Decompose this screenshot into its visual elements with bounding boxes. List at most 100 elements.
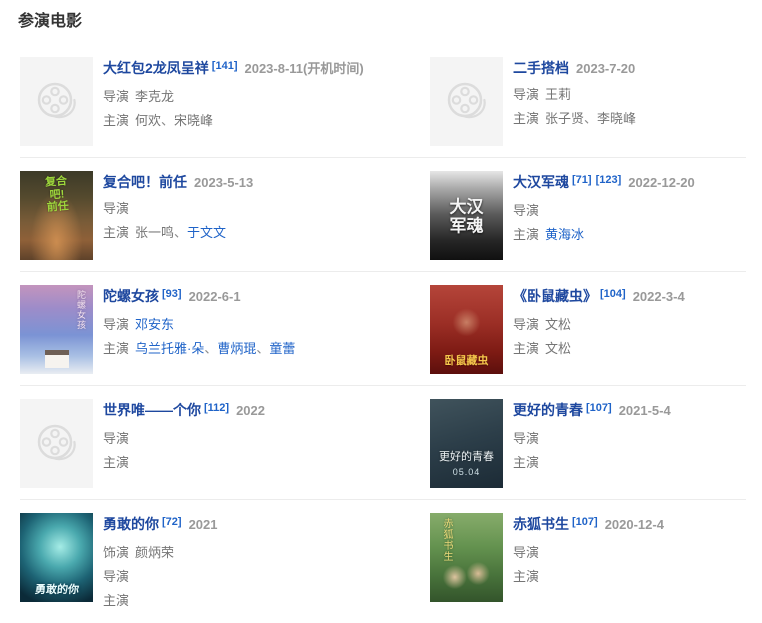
name-separator: 、 (584, 111, 598, 126)
credit-label: 导演 (513, 317, 540, 332)
movie-title-link[interactable]: 赤狐书生 (513, 516, 569, 532)
person-link[interactable]: 童蕾 (269, 341, 296, 356)
citation-ref-link[interactable]: [71] (572, 174, 592, 186)
credit-label: 主演 (103, 593, 130, 608)
movie-title-link[interactable]: 大红包2龙凤呈祥 (103, 60, 209, 76)
movie-row: 大红包2龙凤呈祥 [141] 2023-8-11(开机时间) 导演 李克龙 主演 何欢、宋晓… (20, 44, 746, 157)
release-date: 2023-7-20 (576, 61, 636, 76)
movie-poster[interactable]: 复合吧! 前任 (20, 171, 93, 260)
movie-item: 勇敢的你 勇敢的你 [72] 2021 饰演 颜炳荣 导演 主演 (20, 513, 368, 608)
release-date: 2021-5-4 (618, 403, 671, 418)
credit-label: 导演 (103, 569, 130, 584)
credit-line: 主演 文松 (513, 341, 685, 356)
movie-poster[interactable]: 陀螺女孩 (20, 285, 93, 374)
person-name: 李克龙 (135, 89, 175, 104)
credit-label: 导演 (513, 431, 540, 446)
movie-title-link[interactable]: 陀螺女孩 (103, 288, 159, 304)
poster-title-art: 勇敢的你 (33, 584, 80, 596)
credit-line: 导演 (513, 545, 664, 560)
movie-info: 陀螺女孩 [93] 2022-6-1 导演 邓安东 主演 乌兰托雅·朵、曹炳琨、童蕾 (103, 285, 295, 356)
movie-title-link[interactable]: 复合吧！前任 (103, 174, 187, 190)
credit-line: 主演 (103, 455, 265, 470)
citation-ref-link[interactable]: [107] (572, 516, 598, 528)
person-name: 文松 (545, 317, 572, 332)
release-date: 2022-12-20 (628, 175, 695, 190)
release-date: 2021 (188, 517, 218, 532)
credit-line: 主演 (513, 569, 664, 584)
movie-title-line: 大红包2龙凤呈祥 [141] 2023-8-11(开机时间) (103, 60, 364, 79)
poster-title-art: 陀螺女孩 (76, 290, 86, 330)
movie-info: 更好的青春 [107] 2021-5-4 导演 主演 (513, 399, 671, 470)
citation-ref-link[interactable]: [123] (595, 174, 622, 186)
movie-info: 《卧鼠藏虫》 [104] 2022-3-4 导演 文松 主演 文松 (513, 285, 685, 356)
movie-title-link[interactable]: 更好的青春 (513, 402, 583, 418)
movie-item: 陀螺女孩 陀螺女孩 [93] 2022-6-1 导演 邓安东 主演 乌兰托雅·朵、曹炳琨、童蕾 (20, 285, 368, 374)
release-date: 2022 (236, 403, 265, 418)
name-separator: 、 (256, 341, 270, 356)
movie-title-link[interactable]: 世界唯——个你 (103, 402, 201, 418)
citation-ref-link[interactable]: [104] (600, 288, 626, 300)
movie-title-line: 赤狐书生 [107] 2020-12-4 (513, 516, 664, 535)
credit-line: 主演 何欢、宋晓峰 (103, 113, 364, 128)
credit-label: 导演 (103, 89, 130, 104)
poster-title-art: 赤狐书生 (441, 518, 452, 562)
credit-label: 导演 (513, 545, 540, 560)
person-link[interactable]: 邓安东 (135, 317, 175, 332)
movie-title-line: 大汉军魂 [71] [123] 2022-12-20 (513, 174, 695, 193)
credit-line: 导演 (103, 201, 253, 216)
person-link[interactable]: 乌兰托雅·朵 (135, 341, 205, 356)
movie-title-link[interactable]: 大汉军魂 (513, 174, 569, 190)
poster-subtitle-art: 05.04 (452, 467, 481, 477)
movie-info: 赤狐书生 [107] 2020-12-4 导演主演 (513, 513, 664, 584)
credit-label: 导演 (513, 203, 540, 218)
citation-ref-link[interactable]: [93] (162, 288, 182, 300)
movie-title-link[interactable]: 勇敢的你 (103, 516, 159, 532)
credit-label: 导演 (513, 87, 540, 102)
credit-label: 主演 (513, 569, 540, 584)
credit-line: 导演 王莉 (513, 87, 636, 102)
name-separator: 、 (161, 113, 175, 128)
person-name: 张子贤 (545, 111, 585, 126)
credit-line: 导演 (103, 569, 217, 584)
movie-info: 大汉军魂 [71] [123] 2022-12-20 导演主演 黄海冰 (513, 171, 695, 242)
film-reel-icon (447, 82, 486, 118)
movie-item: 大汉 军魂 大汉军魂 [71] [123] 2022-12-20 导演主演 黄海冰 (430, 171, 746, 260)
movie-item: 更好的青春 05.04 更好的青春 [107] 2021-5-4 导演 主演 (430, 399, 746, 488)
credit-label: 主演 (103, 225, 130, 240)
credit-label: 导演 (103, 201, 130, 216)
movie-row: 复合吧! 前任 复合吧！前任 2023-5-13 导演 主演 张一鸣、于文文 大汉 军魂 大汉… (20, 157, 746, 271)
movie-title-line: 世界唯——个你 [112] 2022 (103, 402, 265, 421)
movie-poster-placeholder[interactable] (430, 57, 503, 146)
movie-item: 赤狐书生 赤狐书生 [107] 2020-12-4 导演 主演 (430, 513, 746, 608)
film-reel-icon (37, 82, 76, 118)
movie-title-line: 更好的青春 [107] 2021-5-4 (513, 402, 671, 421)
movie-poster-placeholder[interactable] (20, 57, 93, 146)
citation-ref-link[interactable]: [72] (162, 516, 182, 528)
movie-poster[interactable]: 大汉 军魂 (430, 171, 503, 260)
credit-label: 主演 (513, 227, 540, 242)
poster-title-art: 大汉 军魂 (449, 197, 484, 237)
movie-poster[interactable]: 勇敢的你 (20, 513, 93, 602)
movie-title-link[interactable]: 《卧鼠藏虫》 (513, 288, 597, 304)
movie-info: 复合吧！前任 2023-5-13 导演 主演 张一鸣、于文文 (103, 171, 253, 240)
movie-poster[interactable]: 赤狐书生 (430, 513, 503, 602)
movie-item: 二手搭档 2023-7-20 导演 王莉 主演 张子贤、李晓峰 (430, 57, 746, 146)
citation-ref-link[interactable]: [141] (211, 60, 238, 72)
movie-title-line: 陀螺女孩 [93] 2022-6-1 (103, 288, 295, 307)
movie-poster-placeholder[interactable] (20, 399, 93, 488)
poster-title-art: 卧鼠藏虫 (444, 355, 489, 367)
credit-line: 导演 (513, 203, 695, 218)
movie-title-line: 勇敢的你 [72] 2021 (103, 516, 217, 535)
person-link[interactable]: 于文文 (187, 225, 227, 240)
movie-title-link[interactable]: 二手搭档 (513, 60, 569, 76)
movie-poster[interactable]: 更好的青春 05.04 (430, 399, 503, 488)
citation-ref-link[interactable]: [112] (204, 402, 230, 414)
movie-row: 勇敢的你 勇敢的你 [72] 2021 饰演 颜炳荣 导演 主演 赤狐书生 赤狐书生 [107] 20… (20, 499, 746, 619)
citation-ref-link[interactable]: [107] (586, 402, 612, 414)
release-date: 2020-12-4 (604, 517, 664, 532)
credit-label: 主演 (103, 455, 130, 470)
movie-poster[interactable]: 卧鼠藏虫 (430, 285, 503, 374)
person-link[interactable]: 黄海冰 (545, 227, 585, 242)
person-name: 李晓峰 (597, 111, 637, 126)
person-link[interactable]: 曹炳琨 (217, 341, 257, 356)
